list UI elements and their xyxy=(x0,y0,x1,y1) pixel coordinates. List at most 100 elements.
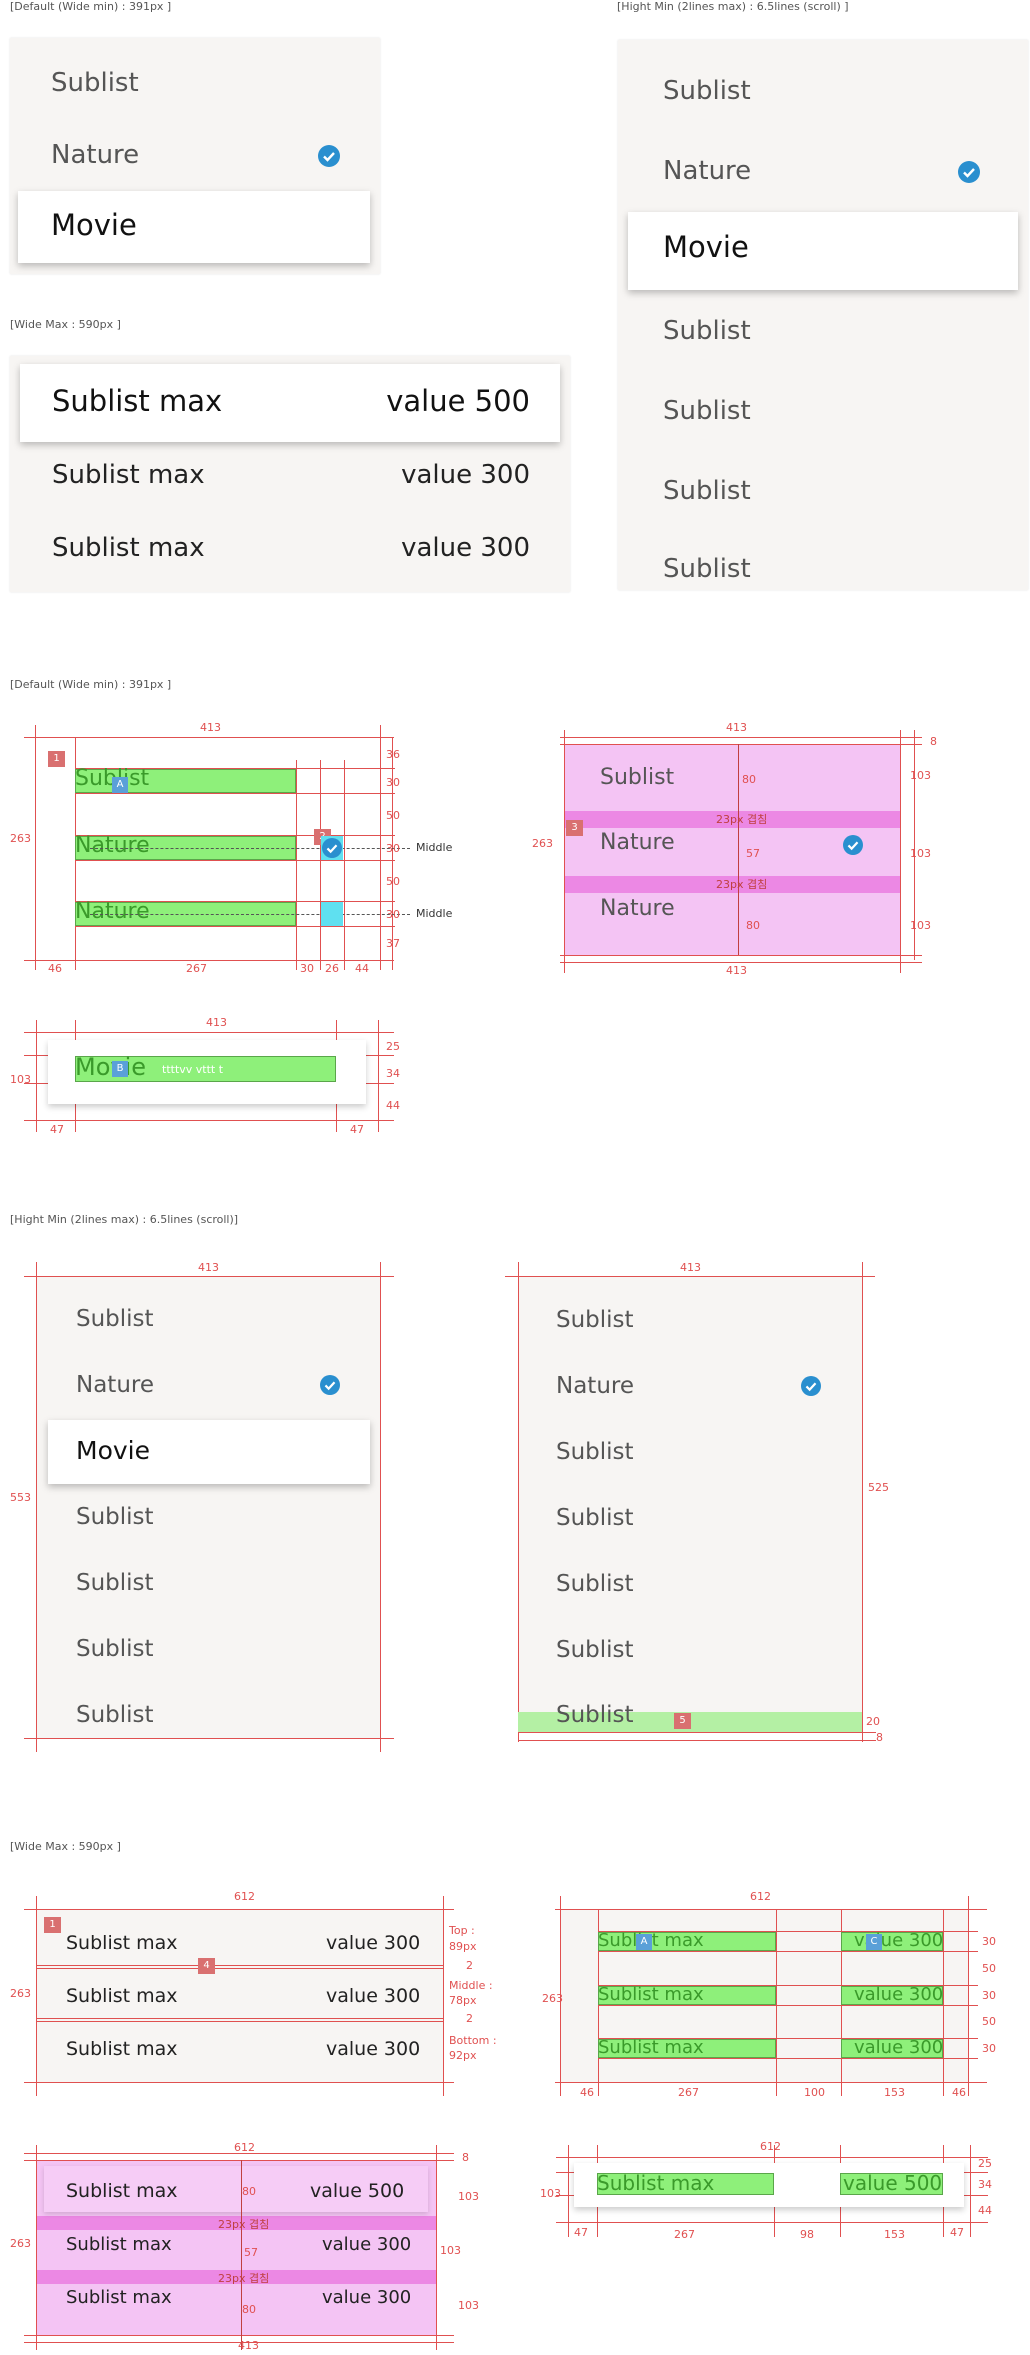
dim: 80 xyxy=(242,2185,256,2198)
selected-item-highlight[interactable] xyxy=(18,191,370,263)
badge-a: A xyxy=(112,777,128,793)
row-label: Sublist max xyxy=(598,1984,704,2005)
spec-item: Sublist xyxy=(600,765,675,790)
dim: 50 xyxy=(982,1962,996,1975)
caption-wide: [Wide Max : 590px ] xyxy=(10,318,121,331)
dim: 2 xyxy=(466,1959,473,1972)
tag-1: 1 xyxy=(48,751,65,767)
dim: 47 xyxy=(350,1123,364,1136)
dim: 267 xyxy=(674,2228,695,2241)
list-item[interactable]: Sublist xyxy=(663,316,751,346)
middle-label: Middle xyxy=(416,841,453,854)
list-item[interactable]: Sublist xyxy=(51,68,139,98)
check-icon xyxy=(322,838,342,858)
dim: 47 xyxy=(574,2226,588,2239)
dim: 8 xyxy=(462,2151,469,2164)
row-label[interactable]: Sublist max xyxy=(52,460,205,490)
dim: 50 xyxy=(386,875,400,888)
selected-item-highlight[interactable] xyxy=(628,212,1018,290)
dim-width: 413 xyxy=(726,721,747,734)
dim: 30 xyxy=(982,1989,996,2002)
dim: 47 xyxy=(50,1123,64,1136)
overlap-label: 23px 겹침 xyxy=(218,2272,270,2285)
dim: 8 xyxy=(930,735,937,748)
dim: 37 xyxy=(386,937,400,950)
list-item: Sublist xyxy=(556,1637,634,1663)
selected-item-highlight xyxy=(48,1420,370,1484)
list-item: Sublist xyxy=(556,1571,634,1597)
row-value: value 300 xyxy=(326,1985,421,2007)
list-item[interactable]: Sublist xyxy=(663,554,751,584)
dim: 46 xyxy=(952,2086,966,2099)
list-item-selected[interactable]: Movie xyxy=(51,208,137,242)
ghost-text: ttttvv vttt t xyxy=(162,1063,224,1076)
row-value: value 300 xyxy=(854,2037,944,2058)
list-item: Sublist xyxy=(556,1505,634,1531)
caption-hight: [Hight Min (2lines max) : 6.5lines (scro… xyxy=(617,0,849,13)
dim-label: 92px xyxy=(449,2049,477,2062)
spec-item: Nature xyxy=(75,833,150,858)
dim: 98 xyxy=(800,2228,814,2241)
wide-list-panel: Sublist max value 500 Sublist max value … xyxy=(10,356,570,592)
dim-width: 413 xyxy=(198,1261,219,1274)
dim: 153 xyxy=(884,2086,905,2099)
row-value: value 300 xyxy=(854,1984,944,2005)
row-label[interactable]: Sublist max xyxy=(52,533,205,563)
check-icon xyxy=(958,161,980,183)
dim-width: 612 xyxy=(750,1890,771,1903)
list-item[interactable]: Nature xyxy=(51,140,140,170)
list-item: Sublist xyxy=(76,1306,154,1332)
dim: 103 xyxy=(910,847,931,860)
spec-item: Nature xyxy=(600,896,675,921)
dim-height: 263 xyxy=(10,1987,31,2000)
row-value: value 500 xyxy=(310,2180,405,2202)
dim: 44 xyxy=(355,962,369,975)
dim: 47 xyxy=(950,2226,964,2239)
dim: 103 xyxy=(440,2244,461,2257)
wide-panel xyxy=(36,1909,443,2082)
dim: 267 xyxy=(678,2086,699,2099)
dim: 80 xyxy=(742,773,756,786)
list-item: Sublist xyxy=(556,1702,634,1728)
dim: 44 xyxy=(978,2204,992,2217)
overlap-label: 23px 겹침 xyxy=(716,813,768,826)
dim: 46 xyxy=(580,2086,594,2099)
list-item[interactable]: Nature xyxy=(663,156,752,186)
list-item: Nature xyxy=(556,1373,634,1399)
dim: 46 xyxy=(48,962,62,975)
dim: 100 xyxy=(804,2086,825,2099)
list-item[interactable]: Sublist xyxy=(663,76,751,106)
dim-label: 89px xyxy=(449,1940,477,1953)
list-item: Sublist xyxy=(76,1702,154,1728)
dim-width: 413 xyxy=(238,2339,259,2352)
dim: 50 xyxy=(386,809,400,822)
caption-default: [Default (Wide min) : 391px ] xyxy=(10,0,172,13)
list-item-selected[interactable]: Movie xyxy=(663,230,749,264)
dim-label: Middle : xyxy=(449,1979,493,1992)
row-value: value 300 xyxy=(326,2038,421,2060)
dim-height: 263 xyxy=(532,837,553,850)
spec-item: Nature xyxy=(600,830,675,855)
row-label[interactable]: Sublist max xyxy=(52,384,223,418)
selected-item-highlight[interactable] xyxy=(20,364,560,442)
list-item[interactable]: Sublist xyxy=(663,396,751,426)
dim-width: 612 xyxy=(234,1890,255,1903)
dim: 25 xyxy=(386,1040,400,1053)
tag-4: 4 xyxy=(198,1958,215,1974)
row-value: value 300 xyxy=(401,533,530,563)
row-value: value 500 xyxy=(843,2171,943,2195)
dim: 30 xyxy=(982,2042,996,2055)
dim: 30 xyxy=(386,842,400,855)
row-label: Sublist max xyxy=(66,1985,178,2007)
dim: 57 xyxy=(746,847,760,860)
tag-5: 5 xyxy=(674,1713,691,1729)
dim: 30 xyxy=(386,908,400,921)
list-item: Sublist xyxy=(76,1570,154,1596)
dim-label: Bottom : xyxy=(449,2034,497,2047)
list-item: Sublist xyxy=(76,1504,154,1530)
dim: 153 xyxy=(884,2228,905,2241)
list-item: Sublist xyxy=(556,1439,634,1465)
list-item[interactable]: Sublist xyxy=(663,476,751,506)
caption-default-spec: [Default (Wide min) : 391px ] xyxy=(10,678,172,691)
dim: 30 xyxy=(982,1935,996,1948)
